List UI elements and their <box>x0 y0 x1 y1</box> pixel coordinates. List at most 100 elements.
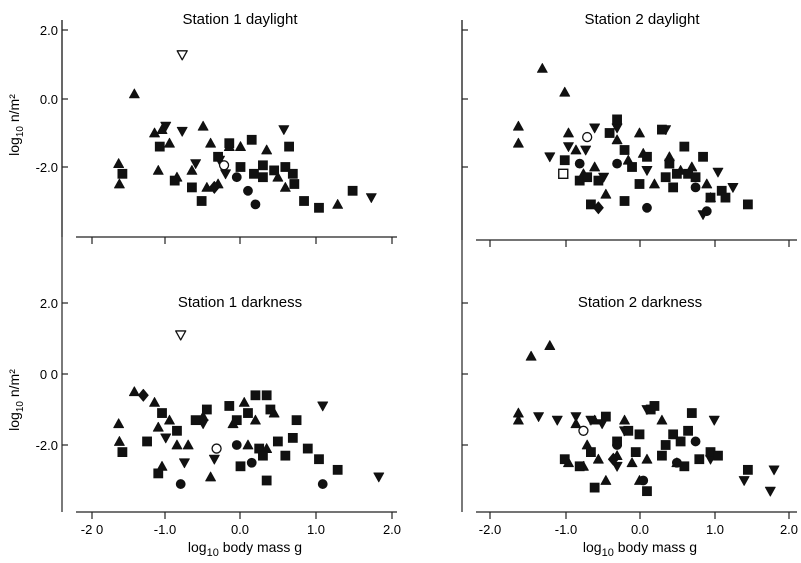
data-point-triangle-up <box>197 120 209 131</box>
data-point-triangle-up <box>600 475 612 485</box>
data-point-square <box>187 182 197 193</box>
data-point-triangle-up <box>250 414 261 425</box>
x-tick-label: -2.0 <box>479 522 501 537</box>
data-point-triangle-down <box>190 159 202 169</box>
data-point-square <box>586 447 596 458</box>
data-point-square <box>559 454 570 465</box>
data-point-triangle-up <box>205 471 216 482</box>
data-point-square <box>668 182 679 193</box>
data-point-circle <box>250 199 261 210</box>
data-point-triangle-down <box>738 476 750 486</box>
data-point-triangle-up <box>242 439 254 450</box>
data-point-triangle-up <box>641 453 653 464</box>
x-tick-label: 0.0 <box>231 522 249 537</box>
data-point-square <box>642 486 652 497</box>
data-point-square <box>190 415 201 426</box>
data-point-square <box>642 151 652 162</box>
data-point-square <box>690 172 701 183</box>
data-point-triangle-down <box>585 415 597 426</box>
data-point-triangle-up <box>634 127 645 138</box>
data-point-square <box>235 162 246 172</box>
data-point-triangle-up <box>113 418 125 429</box>
data-point-square <box>649 401 660 411</box>
data-point-square <box>634 429 645 440</box>
data-point-square <box>157 408 167 418</box>
data-point-square <box>142 436 152 447</box>
data-point-circle <box>317 479 328 489</box>
data-point-square <box>683 425 693 436</box>
x-axis-label: log10 body mass g <box>583 539 697 559</box>
data-point-triangle-down <box>563 142 574 152</box>
data-point-square <box>559 155 570 166</box>
data-point-square <box>720 192 731 203</box>
data-point-square <box>258 450 268 461</box>
data-point-circle <box>642 202 652 213</box>
data-point-triangle-down <box>208 454 220 465</box>
panel-title: Station 1 darkness <box>178 294 302 311</box>
data-point-square <box>246 134 257 145</box>
data-point-triangle-up <box>186 165 198 175</box>
data-point-triangle-up <box>570 418 582 429</box>
data-point-triangle-up <box>171 439 183 450</box>
data-point-square <box>291 415 302 426</box>
data-point-square <box>686 408 697 418</box>
data-point-square <box>314 454 324 465</box>
data-point-triangle-down <box>708 415 720 426</box>
data-point-square <box>679 141 690 152</box>
data-point-square <box>265 404 276 415</box>
data-point-triangle-up <box>589 161 601 172</box>
data-point-triangle-down <box>179 458 190 469</box>
data-point-triangle-down <box>365 193 377 203</box>
data-point-square <box>713 450 723 461</box>
data-point-circle <box>671 457 682 468</box>
data-point-square <box>261 475 272 486</box>
x-axis-label: log10 body mass g <box>188 539 302 559</box>
data-point-circle <box>612 158 622 169</box>
data-point-circle-open <box>582 131 593 143</box>
data-point-circle <box>690 182 701 193</box>
data-point-diamond <box>208 181 220 194</box>
data-point-square <box>657 124 667 135</box>
y-tick-label: 0.0 <box>40 92 58 107</box>
data-point-square <box>269 165 280 176</box>
data-point-square <box>250 390 261 401</box>
data-point-triangle-up <box>656 414 668 425</box>
data-point-square <box>634 179 645 189</box>
data-point-triangle-up <box>152 165 164 175</box>
data-point-triangle-down <box>160 121 172 132</box>
data-point-square <box>619 196 630 206</box>
y-tick-label: -2.0 <box>36 438 58 453</box>
data-point-triangle-up <box>113 158 125 168</box>
data-point-triangle-down <box>764 486 776 497</box>
data-point-square <box>201 404 212 415</box>
data-point-triangle-down <box>641 166 653 176</box>
data-point-triangle-up <box>272 171 284 182</box>
data-point-triangle-up <box>279 182 291 192</box>
y-tick-label: 2.0 <box>40 296 58 311</box>
data-point-circle <box>690 436 701 447</box>
data-point-circle <box>246 457 257 468</box>
data-point-triangle-down <box>373 472 385 483</box>
data-point-square <box>694 454 705 465</box>
data-point-square <box>280 450 291 461</box>
data-point-square <box>272 436 283 447</box>
data-point-triangle-up <box>649 178 660 189</box>
data-point-square <box>612 114 622 125</box>
data-point-square <box>249 168 259 179</box>
data-point-triangle-up <box>600 188 612 199</box>
data-point-triangle-up <box>513 120 524 131</box>
data-point-square <box>289 179 300 189</box>
data-point-triangle-up <box>525 350 537 361</box>
data-point-triangle-down <box>160 433 172 444</box>
data-point-square <box>660 172 671 183</box>
data-point-square <box>600 411 611 422</box>
data-point-square <box>172 425 182 436</box>
data-point-square-open <box>558 168 569 180</box>
data-point-square <box>627 162 637 172</box>
data-point-square <box>169 175 180 186</box>
data-point-triangle-up <box>114 436 125 446</box>
y-axis-label: log10 n/m² <box>6 369 26 431</box>
y-axis-label: log10 n/m² <box>6 94 26 156</box>
data-point-square <box>589 482 600 493</box>
data-point-square <box>630 447 641 458</box>
